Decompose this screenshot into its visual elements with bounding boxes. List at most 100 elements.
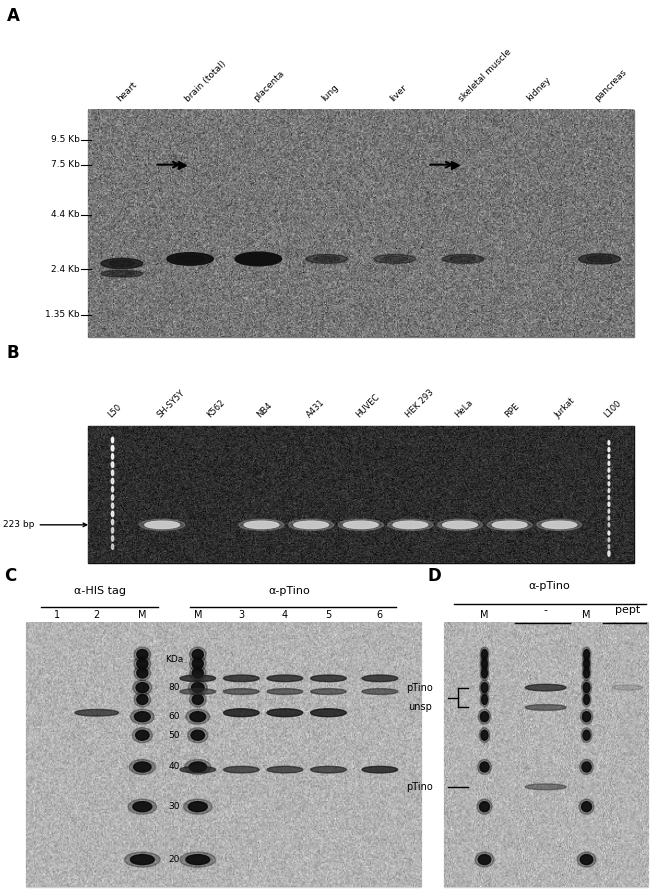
Ellipse shape xyxy=(145,521,179,528)
Ellipse shape xyxy=(183,799,212,814)
Ellipse shape xyxy=(577,852,596,867)
Ellipse shape xyxy=(608,502,610,506)
Ellipse shape xyxy=(480,802,489,812)
Ellipse shape xyxy=(267,688,303,695)
Text: HUVEC: HUVEC xyxy=(354,392,382,419)
Ellipse shape xyxy=(450,257,476,262)
Ellipse shape xyxy=(478,759,491,774)
Ellipse shape xyxy=(480,665,489,680)
Ellipse shape xyxy=(180,675,216,681)
Text: 4.4 Kb: 4.4 Kb xyxy=(51,210,80,219)
Text: skeletal muscle: skeletal muscle xyxy=(457,47,513,104)
Ellipse shape xyxy=(135,712,150,721)
Ellipse shape xyxy=(180,766,216,773)
Ellipse shape xyxy=(608,441,610,445)
Ellipse shape xyxy=(608,531,610,536)
Text: 30: 30 xyxy=(168,802,180,811)
Text: 20: 20 xyxy=(168,855,179,864)
Ellipse shape xyxy=(437,519,482,530)
Ellipse shape xyxy=(480,656,489,671)
Ellipse shape xyxy=(111,544,114,550)
FancyBboxPatch shape xyxy=(88,426,634,563)
Text: 9.5 Kb: 9.5 Kb xyxy=(51,135,80,144)
Ellipse shape xyxy=(224,766,259,773)
Text: NB4: NB4 xyxy=(255,401,274,419)
FancyBboxPatch shape xyxy=(88,110,634,337)
Text: A: A xyxy=(6,7,20,25)
Ellipse shape xyxy=(579,799,594,814)
Ellipse shape xyxy=(443,521,477,528)
Text: SH-SY5Y: SH-SY5Y xyxy=(156,388,187,419)
Ellipse shape xyxy=(186,709,210,724)
Ellipse shape xyxy=(136,695,148,704)
Ellipse shape xyxy=(608,544,610,549)
Text: unsp: unsp xyxy=(409,703,432,713)
Ellipse shape xyxy=(480,692,489,707)
Ellipse shape xyxy=(189,656,206,671)
Ellipse shape xyxy=(492,521,527,528)
Ellipse shape xyxy=(311,709,346,717)
Ellipse shape xyxy=(134,762,151,772)
Ellipse shape xyxy=(111,462,114,468)
Ellipse shape xyxy=(525,784,566,789)
Ellipse shape xyxy=(244,521,279,528)
Text: C: C xyxy=(5,567,16,585)
Ellipse shape xyxy=(267,675,303,681)
Ellipse shape xyxy=(608,454,610,459)
Ellipse shape xyxy=(362,766,398,773)
Text: α-pTino: α-pTino xyxy=(528,581,570,591)
Ellipse shape xyxy=(140,519,185,530)
Text: RPE: RPE xyxy=(503,401,521,419)
Text: 6: 6 xyxy=(377,610,383,620)
Text: M: M xyxy=(582,610,591,620)
Ellipse shape xyxy=(190,712,205,721)
Ellipse shape xyxy=(311,766,346,773)
Ellipse shape xyxy=(481,682,488,693)
Ellipse shape xyxy=(111,527,114,533)
Ellipse shape xyxy=(587,256,612,262)
Text: 80: 80 xyxy=(168,683,180,692)
Ellipse shape xyxy=(311,675,346,681)
Ellipse shape xyxy=(608,523,610,527)
Text: placenta: placenta xyxy=(252,69,286,104)
Ellipse shape xyxy=(267,766,303,773)
Ellipse shape xyxy=(101,258,143,268)
Text: 60: 60 xyxy=(168,713,180,721)
Ellipse shape xyxy=(525,684,566,691)
Ellipse shape xyxy=(480,712,489,721)
Text: 4: 4 xyxy=(282,610,288,620)
Ellipse shape xyxy=(582,647,591,662)
Ellipse shape xyxy=(167,253,213,266)
Text: 5: 5 xyxy=(325,610,332,620)
Text: α-pTino: α-pTino xyxy=(268,586,310,596)
Ellipse shape xyxy=(580,759,593,774)
Ellipse shape xyxy=(477,799,492,814)
Text: M: M xyxy=(138,610,147,620)
Ellipse shape xyxy=(608,475,610,479)
Ellipse shape xyxy=(235,252,281,266)
Ellipse shape xyxy=(188,802,207,812)
Ellipse shape xyxy=(314,257,339,262)
Text: KDa: KDa xyxy=(165,655,183,664)
Ellipse shape xyxy=(608,482,610,485)
Ellipse shape xyxy=(306,255,348,264)
Text: α-HIS tag: α-HIS tag xyxy=(74,586,126,596)
Ellipse shape xyxy=(134,656,151,671)
Ellipse shape xyxy=(180,688,216,695)
Ellipse shape xyxy=(612,685,643,690)
Ellipse shape xyxy=(192,695,203,704)
Text: pTino: pTino xyxy=(406,782,432,792)
Ellipse shape xyxy=(584,659,590,669)
Ellipse shape xyxy=(111,470,114,476)
Ellipse shape xyxy=(537,519,582,530)
Ellipse shape xyxy=(191,730,205,740)
Text: M: M xyxy=(480,610,489,620)
Ellipse shape xyxy=(111,536,114,541)
Ellipse shape xyxy=(338,519,384,530)
FancyBboxPatch shape xyxy=(444,623,648,888)
Ellipse shape xyxy=(111,478,114,484)
Text: A431: A431 xyxy=(305,398,326,419)
Ellipse shape xyxy=(584,668,590,678)
Text: 40: 40 xyxy=(168,763,179,772)
Ellipse shape xyxy=(289,519,333,530)
